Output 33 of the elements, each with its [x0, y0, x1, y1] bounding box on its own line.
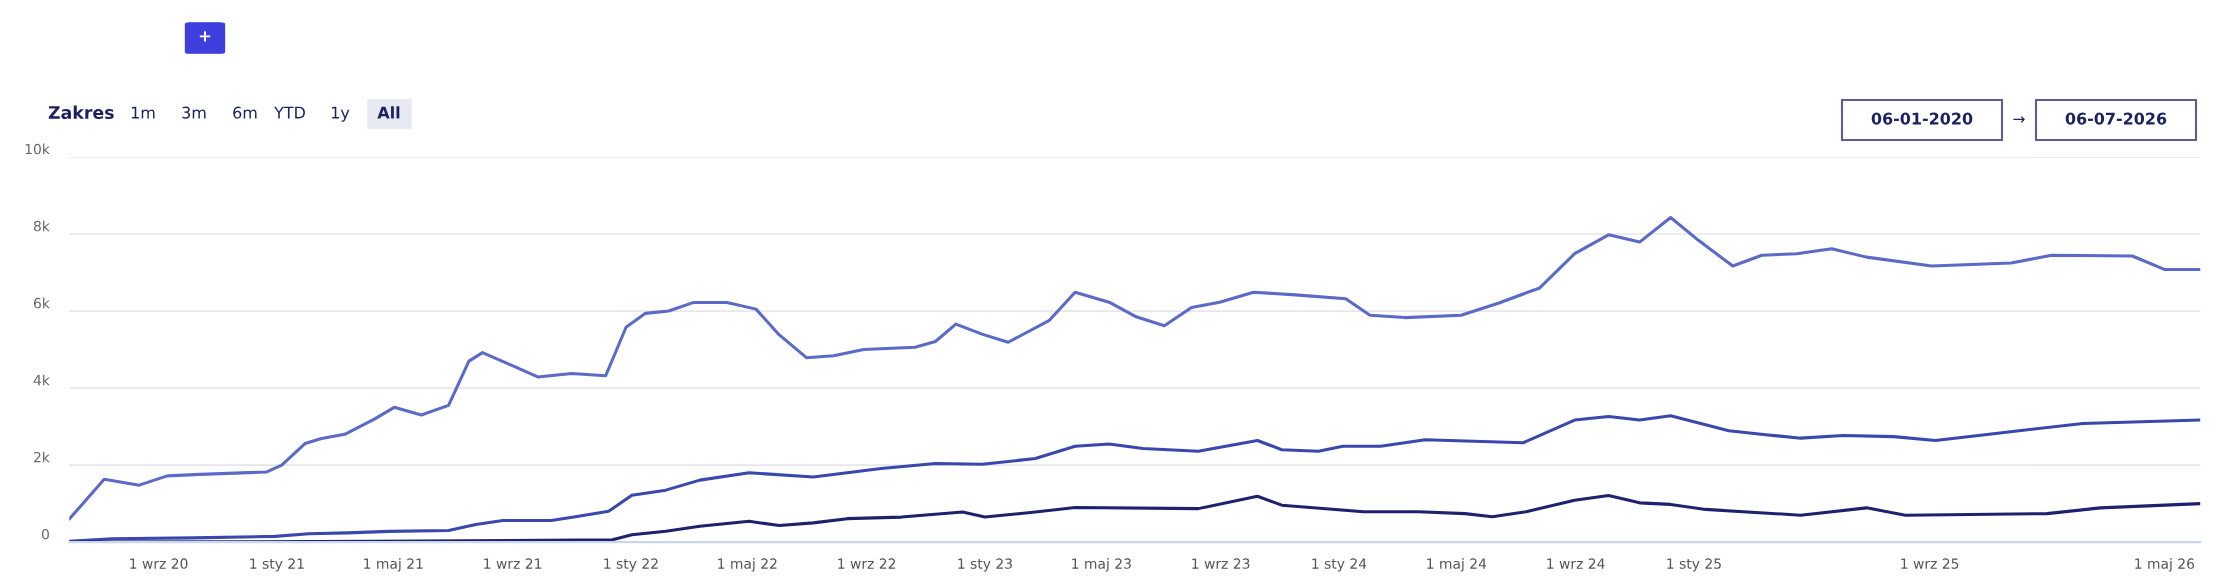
text: All	[377, 106, 400, 119]
x-tick-label: 1 maj 23	[1072, 558, 1131, 572]
x-tick-label: 1 sty 25	[1667, 558, 1721, 572]
x-tick-label: 1 maj 21	[364, 558, 423, 572]
x-tick-label: 1 wrz 23	[1192, 558, 1250, 569]
text: 6m	[233, 106, 257, 119]
x-tick-label: 1 wrz 22	[838, 558, 896, 569]
x-tick-label: 1 maj 24	[1427, 558, 1487, 572]
x-tick-label: 1 wrz 24	[1547, 558, 1605, 569]
x-tick-label: 1 wrz 25	[1901, 558, 1959, 569]
x-tick-label: 1 sty 23	[958, 558, 1012, 572]
x-tick-label: 1 maj 26	[2135, 558, 2195, 572]
y-tick-label: 4k	[33, 374, 50, 386]
text: 3m	[182, 106, 206, 119]
y-tick-label: 8k	[33, 220, 50, 232]
x-tick-label: 1 wrz 20	[130, 558, 188, 569]
text: 1y	[331, 106, 350, 122]
text: 1m	[131, 106, 155, 119]
x-tick-label: 1 sty 21	[250, 558, 304, 572]
text: →	[2013, 116, 2025, 123]
text: 06-07-2026	[2065, 112, 2167, 125]
text: +	[199, 31, 211, 42]
text: Zakres	[48, 105, 114, 120]
y-tick-label: 2k	[34, 451, 50, 463]
text: YTD	[274, 106, 305, 119]
y-tick-label: 0	[41, 528, 49, 540]
text: 06-01-2020	[1871, 112, 1973, 125]
x-tick-label: 1 sty 22	[604, 558, 658, 572]
y-tick-label: 10k	[25, 143, 50, 155]
x-tick-label: 1 sty 24	[1312, 558, 1367, 572]
y-tick-label: 6k	[33, 297, 50, 309]
x-tick-label: 1 wrz 21	[484, 558, 542, 569]
x-tick-label: 1 maj 22	[718, 558, 777, 572]
